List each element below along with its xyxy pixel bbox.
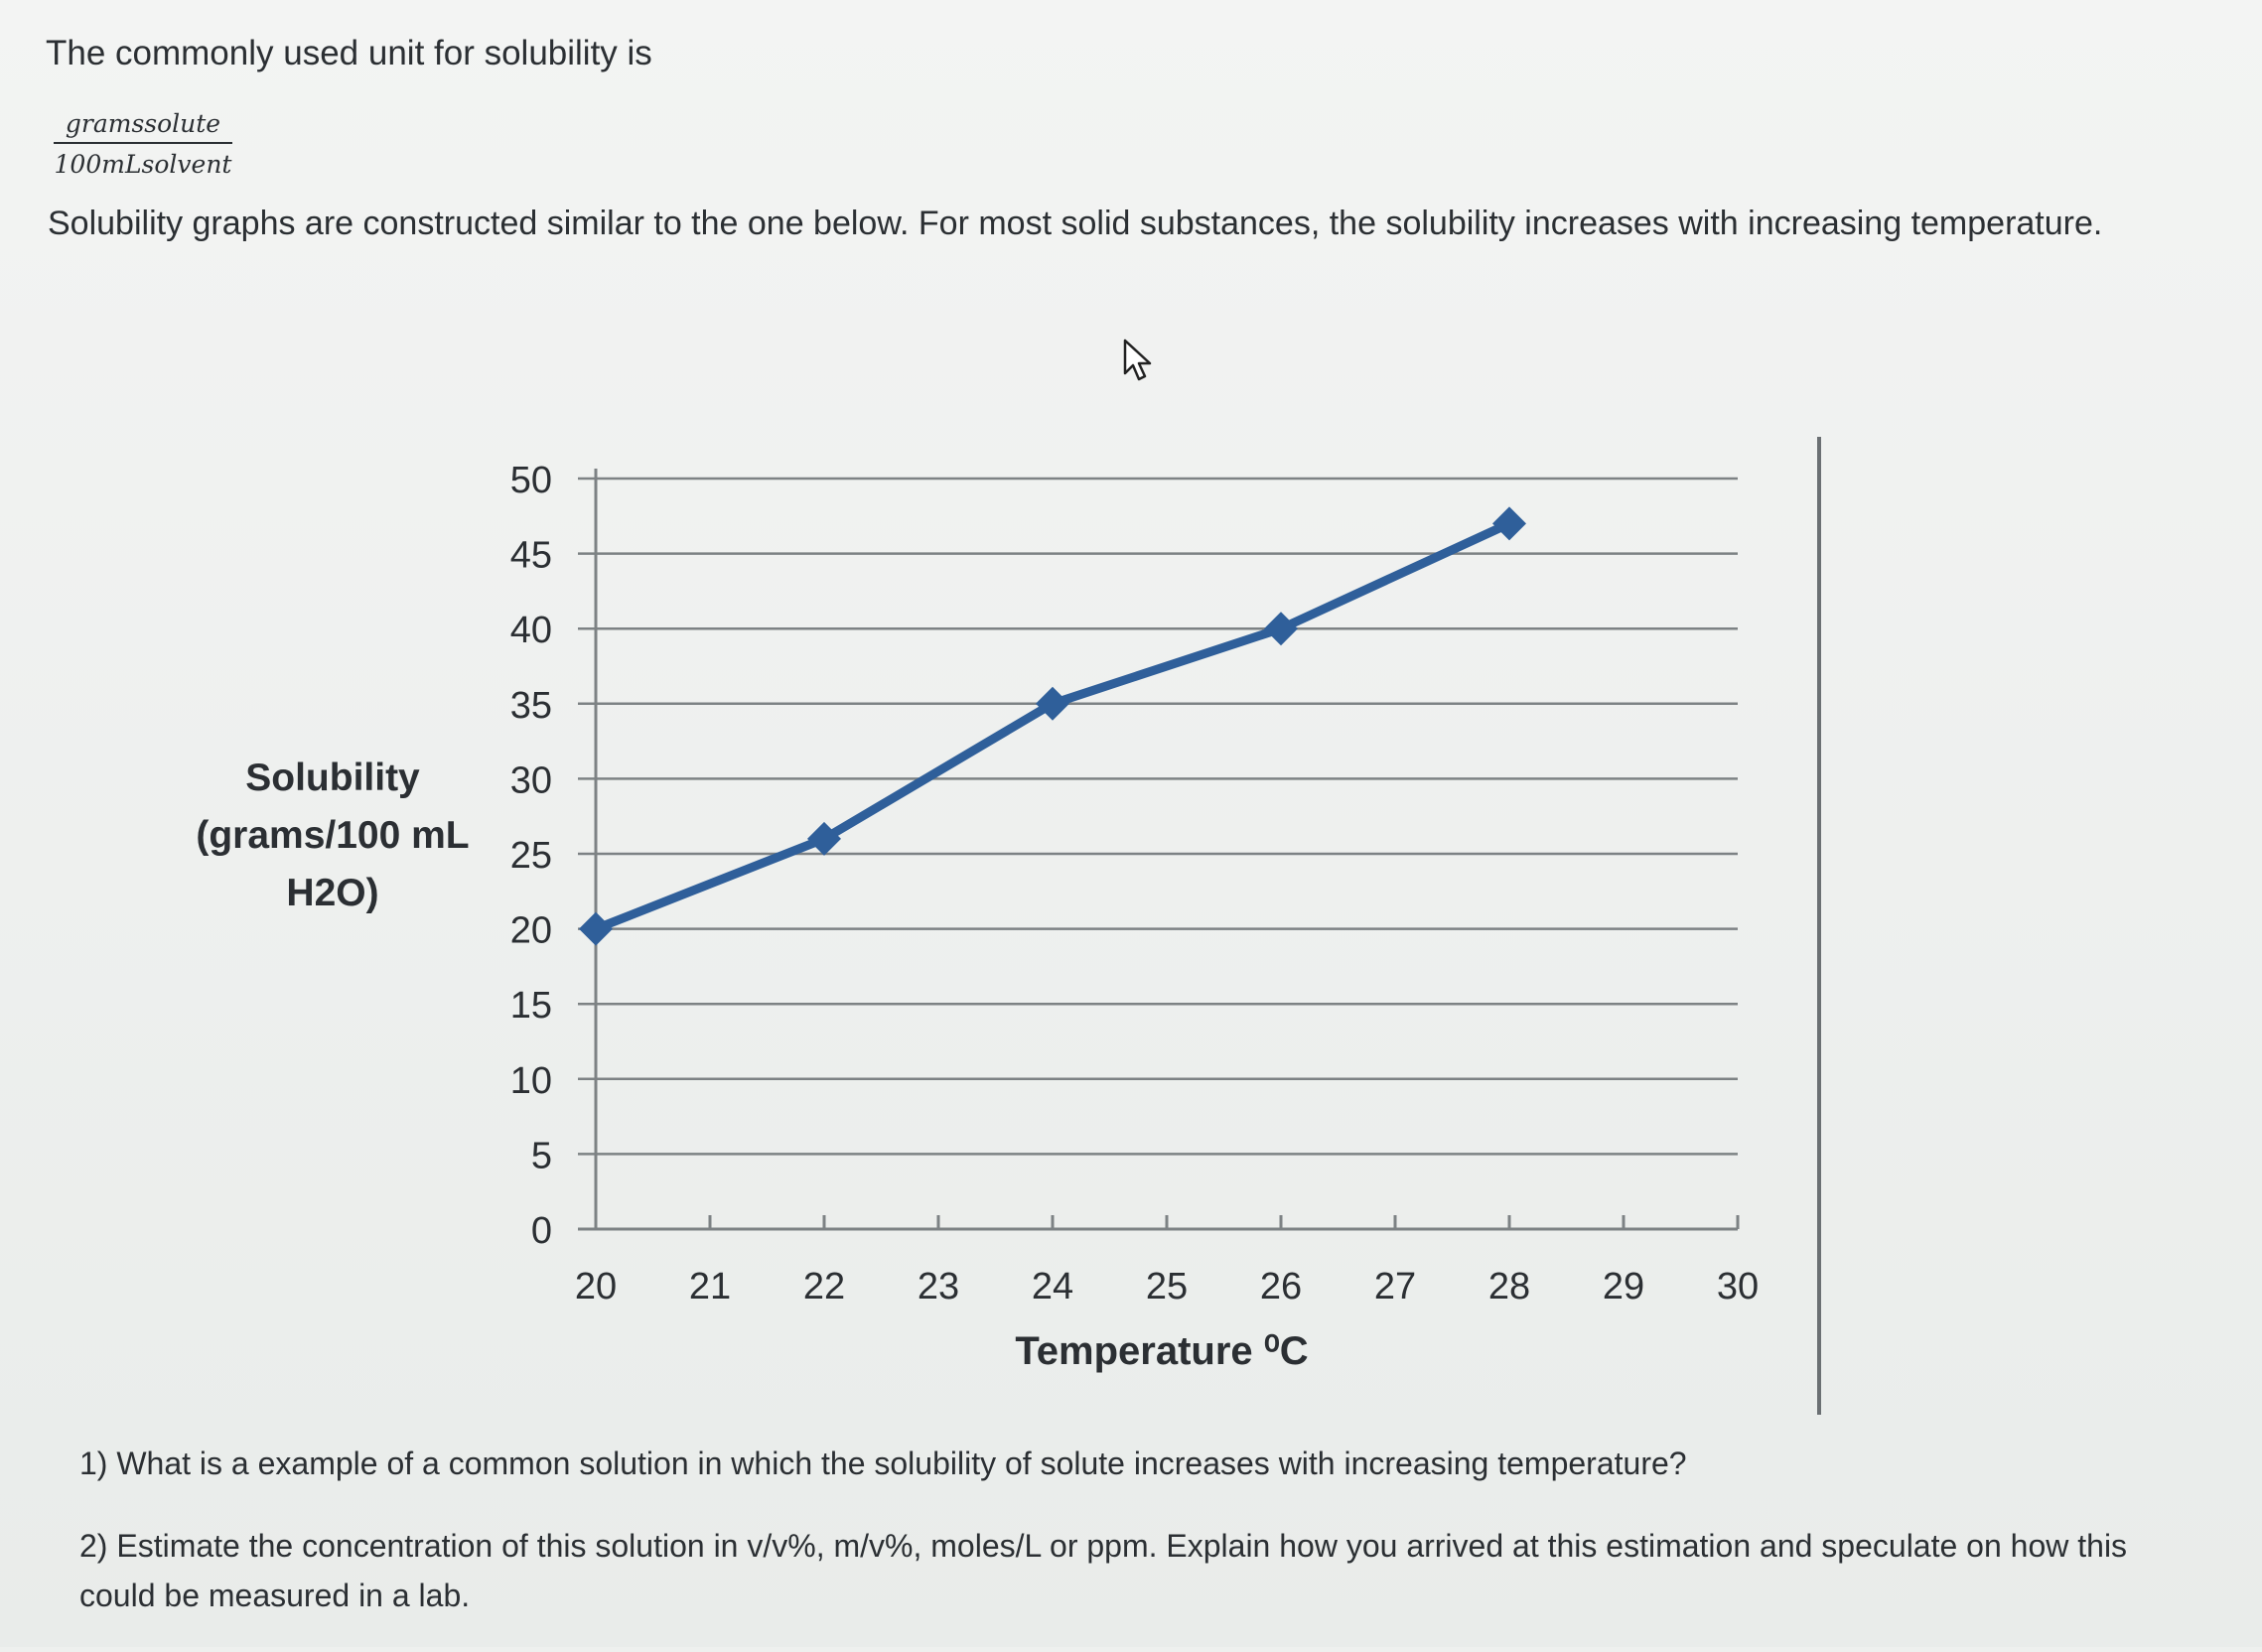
data-point-marker [1036, 686, 1069, 721]
y-tick-label: 10 [510, 1060, 552, 1102]
y-tick-label: 50 [510, 460, 552, 501]
series-line [591, 518, 1514, 934]
y-tick-label: 30 [510, 759, 552, 801]
y-tick-label: 15 [510, 985, 552, 1027]
x-tick-label: 25 [1146, 1266, 1188, 1308]
y-axis-label-line: H2O) [286, 872, 379, 914]
solubility-unit-fraction: gramssolute 100mLsolvent [54, 109, 232, 179]
y-tick-label: 45 [510, 535, 552, 577]
question-2: 2) Estimate the concentration of this so… [79, 1528, 2128, 1613]
x-tick-label: 20 [575, 1266, 617, 1308]
y-tick-label: 20 [510, 910, 552, 952]
y-tick-label: 0 [531, 1210, 552, 1252]
data-point-marker [1492, 506, 1526, 541]
fraction-numerator: gramssolute [65, 109, 221, 138]
x-tick-label: 22 [803, 1266, 845, 1308]
question-1: 1) What is a example of a common solutio… [79, 1446, 1687, 1481]
y-tick-label: 40 [510, 610, 552, 651]
x-tick-label: 26 [1260, 1266, 1302, 1308]
y-tick-label: 35 [510, 685, 552, 727]
data-point-marker [579, 911, 613, 946]
data-point-marker [1264, 612, 1298, 646]
intro-text: The commonly used unit for solubility is [46, 34, 652, 72]
fraction-bar [54, 142, 232, 144]
x-tick-label: 28 [1488, 1266, 1530, 1308]
x-tick-label: 29 [1603, 1266, 1644, 1308]
x-tick-label: 23 [918, 1266, 959, 1308]
x-tick-label: 27 [1374, 1266, 1416, 1308]
x-tick-label: 24 [1032, 1266, 1073, 1308]
x-tick-label: 21 [689, 1266, 731, 1308]
mouse-pointer-icon [1122, 338, 1156, 388]
data-point-marker [807, 821, 841, 856]
y-axis-label: Solubility (grams/100 mL H2O) [149, 750, 516, 922]
y-axis-label-line: (grams/100 mL [196, 814, 470, 857]
y-tick-label: 5 [531, 1135, 552, 1176]
description-text: Solubility graphs are constructed simila… [48, 205, 2103, 242]
y-tick-label: 25 [510, 835, 552, 877]
x-axis-label: Temperature ⁰C [1015, 1329, 1309, 1373]
x-tick-label: 30 [1717, 1266, 1759, 1308]
fraction-denominator: 100mLsolvent [54, 150, 232, 179]
vertical-divider [1817, 437, 1821, 1415]
y-axis-label-line: Solubility [245, 757, 420, 799]
